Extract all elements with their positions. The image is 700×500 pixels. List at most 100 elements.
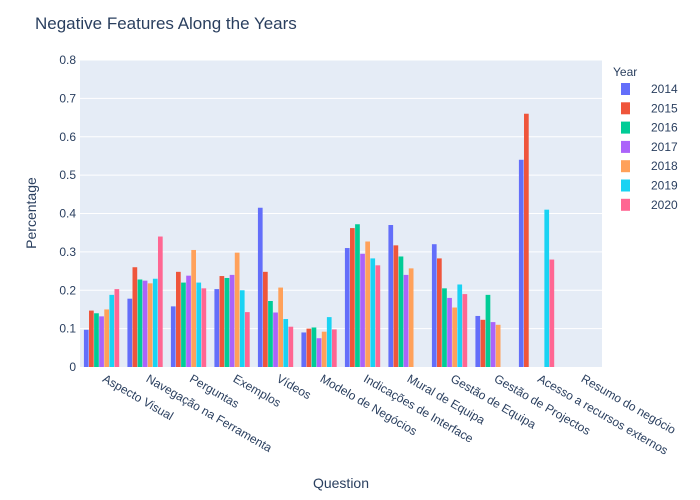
bar[interactable] — [268, 301, 273, 367]
bar[interactable] — [147, 283, 153, 367]
bar[interactable] — [83, 329, 89, 367]
bar[interactable] — [201, 288, 207, 367]
bar[interactable] — [316, 338, 322, 367]
legend-swatch — [621, 140, 630, 153]
bar[interactable] — [408, 268, 414, 367]
bar[interactable] — [239, 290, 245, 367]
bar[interactable] — [485, 294, 491, 367]
bar[interactable] — [311, 327, 317, 367]
bar[interactable] — [398, 256, 404, 367]
bar[interactable] — [370, 258, 376, 367]
bar[interactable] — [326, 317, 332, 367]
bar[interactable] — [360, 253, 365, 367]
y-tick-label: 0.1 — [59, 322, 76, 336]
legend[interactable]: 2014 2015 2016 2017 2018 2019 2020 — [621, 82, 678, 212]
bar[interactable] — [114, 289, 120, 367]
legend-swatch — [621, 83, 630, 95]
y-tick-label: 0.6 — [59, 130, 76, 144]
legend-label[interactable]: 2014 — [651, 82, 678, 96]
y-axis-title: Percentage — [23, 177, 39, 249]
bar[interactable] — [181, 282, 186, 367]
x-axis-title: Question — [313, 475, 369, 491]
bar[interactable] — [475, 315, 481, 367]
y-axis-ticks: 0 0.1 0.2 0.3 0.4 0.5 0.6 0.7 0.8 — [59, 53, 76, 374]
bar[interactable] — [257, 207, 263, 367]
legend-label[interactable]: 2018 — [651, 159, 678, 173]
bar[interactable] — [350, 228, 355, 367]
bars — [83, 113, 555, 368]
bar[interactable] — [403, 274, 409, 367]
bar[interactable] — [142, 280, 148, 367]
bar[interactable] — [544, 209, 550, 367]
bar[interactable] — [278, 287, 283, 367]
bar[interactable] — [132, 267, 138, 367]
bar[interactable] — [94, 313, 99, 367]
bar[interactable] — [393, 245, 399, 367]
legend-swatch — [621, 198, 630, 211]
legend-swatch — [621, 160, 630, 173]
bar[interactable] — [229, 274, 235, 367]
bar[interactable] — [437, 258, 442, 367]
bar[interactable] — [191, 249, 196, 367]
bar[interactable] — [224, 277, 230, 367]
bar[interactable] — [365, 241, 370, 367]
bar[interactable] — [306, 328, 312, 368]
legend-swatch — [621, 121, 630, 134]
bar[interactable] — [137, 279, 143, 368]
bar[interactable] — [196, 282, 202, 367]
bar[interactable] — [170, 306, 176, 367]
bar[interactable] — [176, 271, 181, 367]
y-tick-label: 0.5 — [59, 168, 76, 182]
bar[interactable] — [524, 113, 529, 367]
bar[interactable] — [388, 225, 394, 367]
bar[interactable] — [462, 294, 468, 367]
bar[interactable] — [152, 278, 158, 367]
y-tick-label: 0.2 — [59, 283, 76, 297]
bar[interactable] — [518, 159, 524, 367]
bar[interactable] — [331, 329, 337, 367]
bar[interactable] — [442, 288, 447, 367]
bar[interactable] — [431, 244, 437, 367]
chart-title: Negative Features Along the Years — [35, 14, 297, 33]
bar[interactable] — [288, 326, 294, 367]
bar[interactable] — [104, 309, 109, 367]
bar[interactable] — [127, 298, 133, 367]
bar[interactable] — [355, 224, 360, 367]
legend-label[interactable]: 2016 — [651, 121, 678, 135]
legend-swatch — [621, 179, 630, 192]
bar[interactable] — [214, 289, 220, 367]
legend-title: Year — [613, 65, 637, 79]
legend-label[interactable]: 2015 — [651, 101, 678, 115]
y-tick-label: 0.7 — [59, 91, 76, 105]
bar[interactable] — [344, 248, 350, 367]
bar[interactable] — [301, 332, 307, 367]
legend-label[interactable]: 2020 — [651, 198, 678, 212]
legend-label[interactable]: 2017 — [651, 140, 678, 154]
bar[interactable] — [549, 259, 555, 367]
bar[interactable] — [157, 236, 163, 367]
y-tick-label: 0.3 — [59, 245, 76, 259]
bar[interactable] — [495, 324, 501, 367]
bar[interactable] — [263, 271, 268, 367]
bar[interactable] — [447, 297, 452, 367]
bar[interactable] — [452, 307, 457, 367]
bar[interactable] — [375, 265, 381, 367]
bar[interactable] — [457, 284, 463, 367]
legend-label[interactable]: 2019 — [651, 179, 678, 193]
bar[interactable] — [273, 312, 278, 367]
bar[interactable] — [490, 322, 496, 367]
bar[interactable] — [321, 331, 327, 367]
bar[interactable] — [186, 275, 191, 367]
bar[interactable] — [480, 319, 486, 367]
bar[interactable] — [89, 310, 94, 367]
bar[interactable] — [109, 294, 115, 367]
bar[interactable] — [283, 319, 289, 367]
bar[interactable] — [234, 252, 240, 367]
bar[interactable] — [219, 276, 225, 367]
bar[interactable] — [99, 316, 104, 367]
bar[interactable] — [244, 312, 250, 367]
y-tick-label: 0.4 — [59, 207, 76, 221]
y-tick-label: 0.8 — [59, 53, 76, 67]
gridlines — [80, 59, 602, 330]
